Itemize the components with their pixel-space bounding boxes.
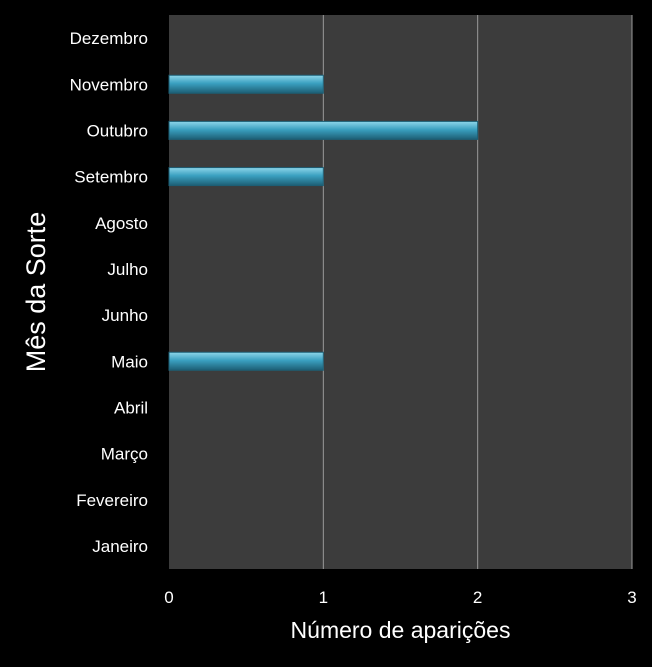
- y-tick-label: Abril: [114, 398, 148, 417]
- y-tick-label: Agosto: [95, 214, 148, 233]
- y-tick-label: Maio: [111, 352, 148, 371]
- gridlines: [322, 15, 633, 569]
- x-tick-label: 2: [473, 588, 482, 607]
- y-tick-label: Dezembro: [70, 29, 148, 48]
- x-tick-label: 0: [164, 588, 173, 607]
- x-axis-title: Número de aparições: [291, 617, 511, 643]
- y-tick-label: Junho: [102, 306, 148, 325]
- x-tick-label: 3: [627, 588, 636, 607]
- x-axis-ticks: 0 1 2 3: [164, 588, 636, 607]
- x-tick-label: 1: [319, 588, 328, 607]
- bar-maio: [168, 351, 324, 371]
- bars: [168, 74, 479, 371]
- bar-novembro: [168, 74, 324, 94]
- plot-area: [169, 15, 632, 569]
- y-axis-title: Mês da Sorte: [21, 212, 51, 373]
- y-tick-label: Janeiro: [92, 537, 148, 556]
- y-axis-ticks: Janeiro Fevereiro Março Abril Maio Junho Julho…: [70, 29, 148, 556]
- y-tick-label: Outubro: [87, 121, 148, 140]
- bar-setembro: [168, 167, 324, 187]
- bar-outubro: [168, 120, 479, 140]
- y-tick-label: Setembro: [74, 168, 148, 187]
- y-tick-label: Julho: [107, 260, 148, 279]
- y-tick-label: Março: [101, 445, 148, 464]
- y-tick-label: Fevereiro: [76, 491, 148, 510]
- y-tick-label: Novembro: [70, 75, 148, 94]
